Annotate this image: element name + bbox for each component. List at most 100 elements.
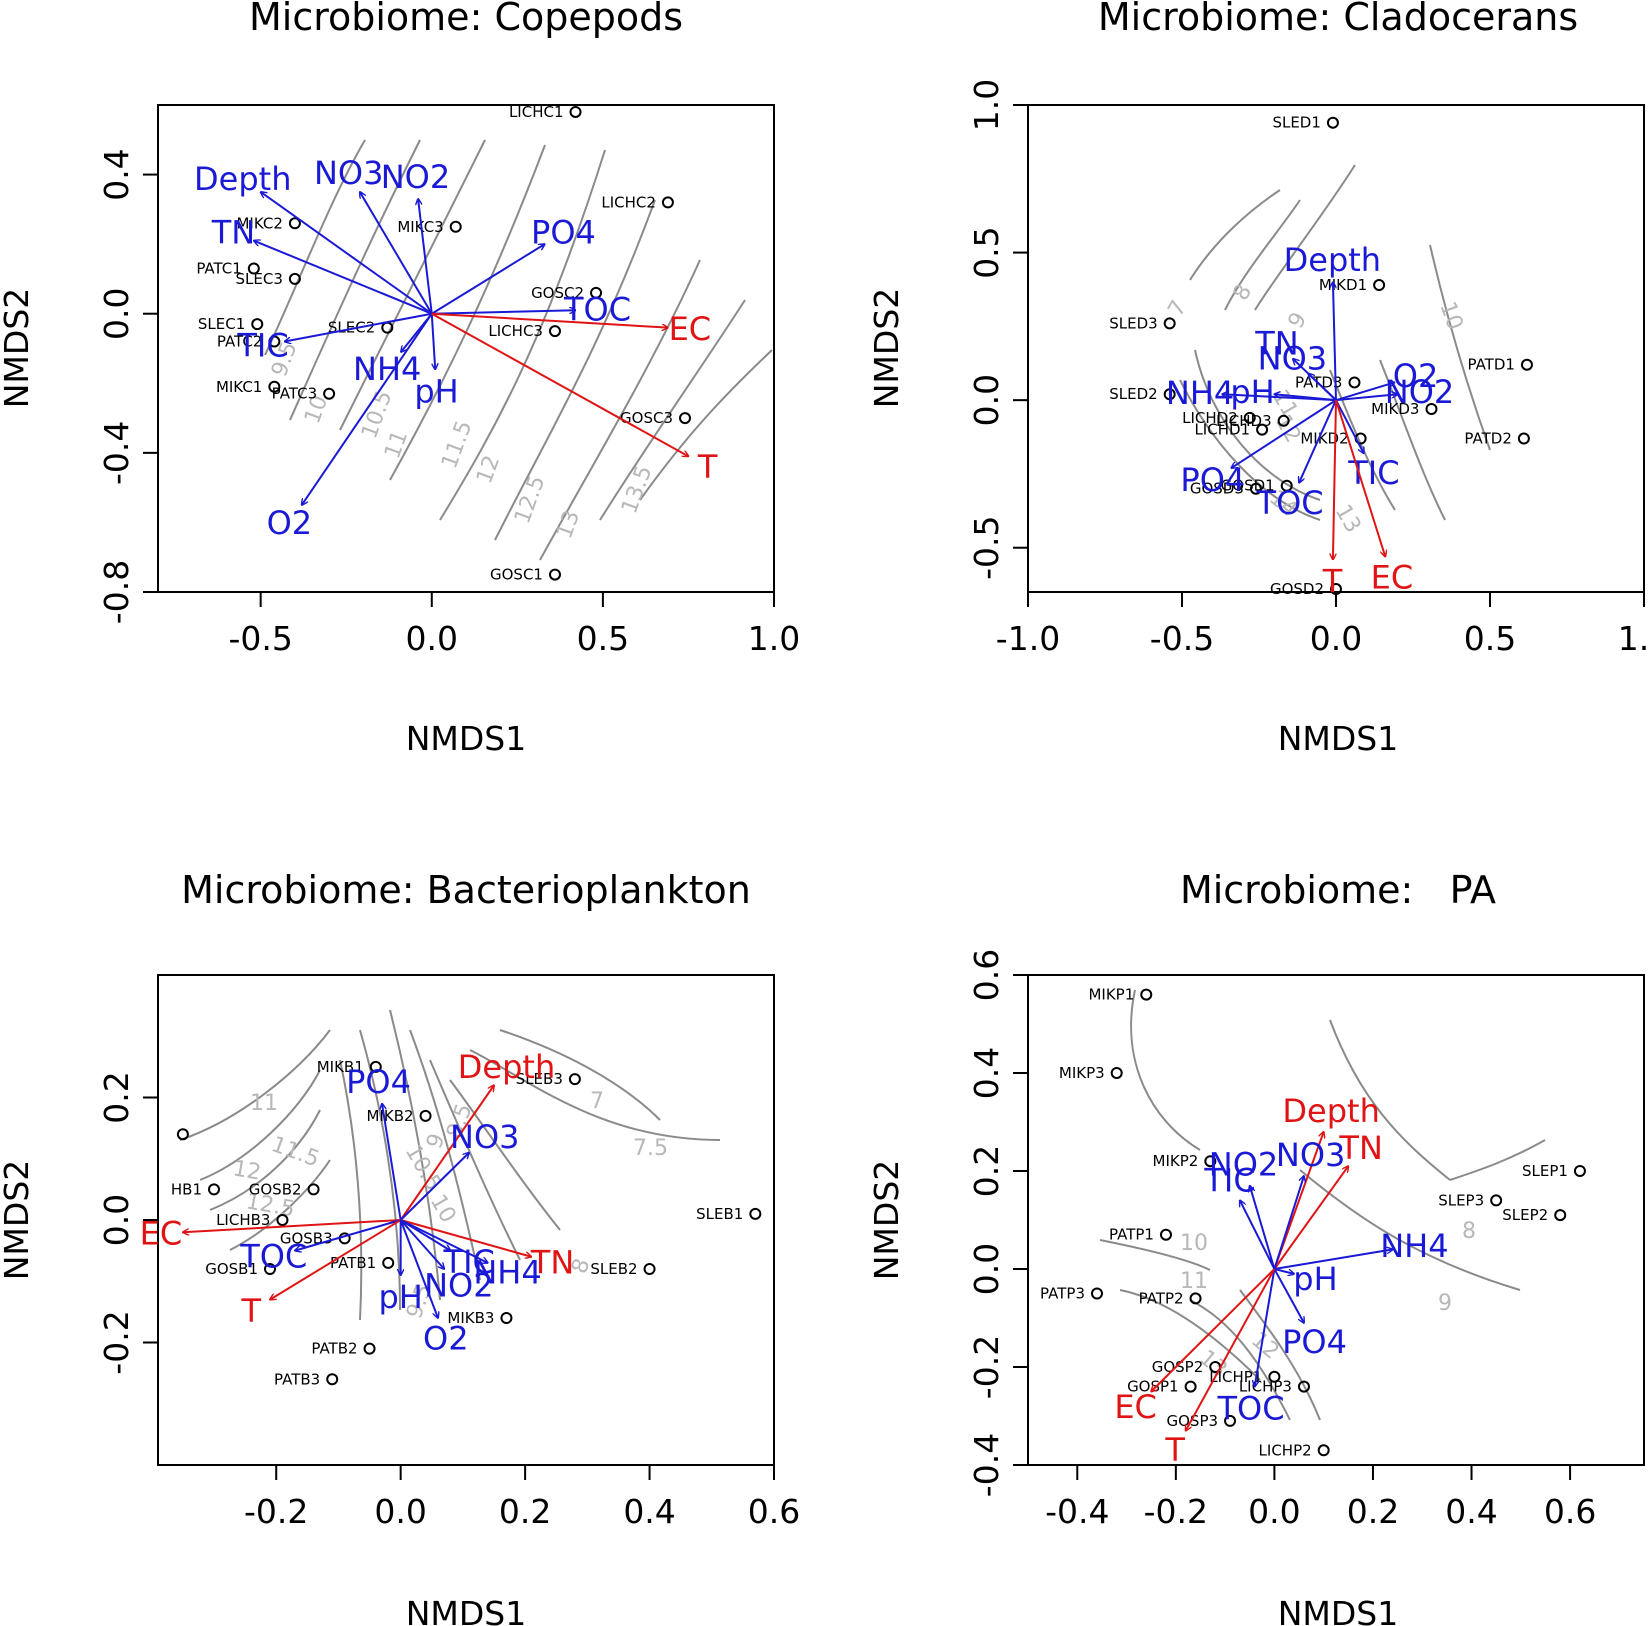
env-vector-label: pH: [1230, 373, 1274, 411]
sample-point: [1297, 1380, 1310, 1393]
x-axis-label: NMDS1: [406, 719, 527, 758]
sample-point: [1520, 358, 1533, 371]
env-vector-label: TIC: [1347, 454, 1399, 492]
sample-point: [247, 262, 260, 275]
panel-cladocerans: Microbiome: Cladocerans NMDS1 NMDS2 7 8 …: [867, 0, 1650, 758]
x-tick-label: -0.2: [1144, 1492, 1208, 1531]
sample-point: [251, 318, 264, 331]
y-axis-label: NMDS2: [867, 1160, 906, 1281]
contour-lines: [1179, 164, 1491, 521]
env-vector-label: NO2: [381, 158, 450, 196]
sample-label: PATP1: [1109, 1226, 1154, 1244]
sample-label: LICHP1: [1209, 1368, 1262, 1386]
panel-pa: Microbiome: PA NMDS1 NMDS2 8 9 10 11 12 …: [867, 868, 1645, 1626]
sample-point: [288, 217, 301, 230]
sample-label: HB1: [171, 1180, 202, 1198]
sample-point: [276, 1214, 289, 1226]
x-tick-label: 0.6: [748, 1492, 800, 1531]
env-vector-label: PO4: [346, 1063, 411, 1101]
sample-point: [1140, 988, 1153, 1001]
x-tick-label: 0.5: [577, 619, 629, 658]
sample-point: [1184, 1380, 1197, 1393]
sample-point: [1243, 411, 1256, 424]
env-vector-label: pH: [1293, 1260, 1337, 1298]
sample-point: [569, 105, 582, 118]
sample-point: [1317, 1444, 1330, 1457]
x-axis-label: NMDS1: [406, 1594, 527, 1626]
sample-point: [1159, 1228, 1172, 1241]
y-axis-label: NMDS2: [0, 1160, 36, 1281]
env-vector-label: NO2: [424, 1266, 493, 1304]
y-tick-label: 0.4: [97, 148, 136, 200]
sample-point: [1425, 403, 1438, 416]
env-vector-arrow: [183, 1219, 401, 1232]
env-vector-arrow: [431, 312, 668, 328]
contour-label: 10: [1434, 299, 1467, 334]
env-vector-arrow: [285, 312, 432, 342]
sample-label: SLEP2: [1502, 1206, 1548, 1224]
y-tick-label: -0.8: [97, 560, 136, 624]
env-vector-label: Depth: [1282, 1092, 1379, 1130]
sample-label: MIKP2: [1153, 1152, 1199, 1170]
env-vector-arrow: [295, 1219, 401, 1251]
env-vector-arrow: [1299, 399, 1337, 483]
sample-label: GOSC2: [531, 284, 584, 302]
sample-point: [749, 1207, 762, 1220]
y-tick-label: 0.2: [97, 1071, 136, 1123]
sample-point: [363, 1342, 376, 1355]
sample-label: SLED3: [1109, 314, 1157, 332]
sample-label: GOSB2: [249, 1180, 302, 1198]
sample-point: [326, 1373, 339, 1386]
x-tick-label: 0.0: [406, 619, 458, 658]
sample-point: [208, 1183, 220, 1196]
sample-label: MIKD3: [1371, 400, 1419, 418]
x-tick-label: 1.0: [748, 619, 800, 658]
sample-label: SLEB2: [590, 1260, 637, 1278]
env-vector-label: Depth: [1284, 241, 1381, 279]
env-vector-arrow: [1335, 382, 1395, 402]
env-vector-arrow: [400, 1219, 488, 1263]
sample-label: MIKB3: [447, 1309, 494, 1327]
env-vector-label: T: [240, 1292, 261, 1330]
contour-label: 9: [1438, 1291, 1452, 1316]
env-vector-arrow: [1273, 1166, 1348, 1270]
sample-label: LICHC2: [601, 193, 656, 211]
contour-label: 8: [1462, 1219, 1476, 1244]
sample-point: [643, 1263, 656, 1275]
sample-label: PATD2: [1464, 430, 1511, 448]
x-tick-label: -0.4: [1045, 1492, 1109, 1531]
panel-title: Microbiome: PA: [1180, 868, 1496, 912]
sample-point: [1163, 317, 1176, 330]
sample-point: [1249, 482, 1262, 495]
sample-point: [1554, 1209, 1567, 1222]
env-vector-arrow: [1274, 394, 1337, 402]
sample-point: [568, 1073, 581, 1086]
sample-point: [548, 325, 561, 338]
env-vector-arrow: [382, 1104, 402, 1221]
sample-label: LICHC3: [488, 322, 543, 340]
env-vector-label: T: [697, 448, 718, 486]
y-tick-label: -0.4: [97, 421, 136, 485]
env-vector-label: TOC: [1217, 1389, 1285, 1427]
contour-lines: [179, 1009, 721, 1321]
env-vector-label: O2: [1393, 357, 1439, 395]
sample-point: [382, 1256, 395, 1269]
env-vector-label: O2: [423, 1320, 469, 1358]
x-tick-label: 0.6: [1544, 1492, 1596, 1531]
sample-label: LICHC1: [509, 103, 564, 121]
env-vector-arrow: [418, 199, 433, 314]
y-tick-label: -0.2: [967, 1335, 1006, 1399]
env-vector-arrow: [1274, 1249, 1392, 1270]
sample-label: SLED1: [1272, 114, 1320, 132]
sample-point: [1280, 479, 1293, 492]
sample-label: MIKP1: [1088, 986, 1134, 1004]
sample-point: [419, 1109, 432, 1122]
sample-label: LICHD2: [1182, 409, 1238, 427]
sample-label: PATB2: [311, 1340, 357, 1358]
plot-frame: [157, 104, 775, 593]
sample-point: [1189, 1292, 1202, 1305]
sample-point: [1348, 376, 1361, 389]
sample-point: [176, 1128, 189, 1141]
sample-point: [1326, 116, 1339, 129]
contour-lines: [264, 139, 773, 561]
